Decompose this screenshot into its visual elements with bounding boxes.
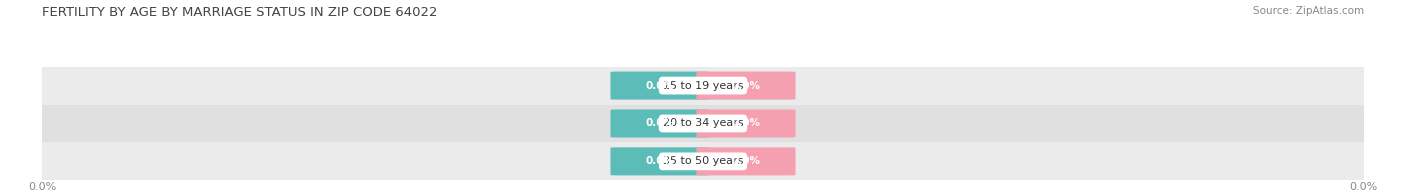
Text: 0.0%: 0.0% [731, 81, 761, 91]
FancyBboxPatch shape [610, 109, 710, 138]
Bar [42, 104, 1364, 142]
Bar [42, 67, 1364, 104]
Text: FERTILITY BY AGE BY MARRIAGE STATUS IN ZIP CODE 64022: FERTILITY BY AGE BY MARRIAGE STATUS IN Z… [42, 6, 437, 19]
Text: 20 to 34 years: 20 to 34 years [662, 118, 744, 129]
Text: 15 to 19 years: 15 to 19 years [662, 81, 744, 91]
Text: 0.0%: 0.0% [645, 118, 675, 129]
Text: 0.0%: 0.0% [645, 81, 675, 91]
Bar [42, 142, 1364, 180]
Text: Source: ZipAtlas.com: Source: ZipAtlas.com [1253, 6, 1364, 16]
FancyBboxPatch shape [610, 147, 710, 175]
Text: 0.0%: 0.0% [731, 118, 761, 129]
FancyBboxPatch shape [696, 147, 796, 175]
FancyBboxPatch shape [696, 109, 796, 138]
Text: 35 to 50 years: 35 to 50 years [662, 156, 744, 166]
Text: 0.0%: 0.0% [645, 156, 675, 166]
FancyBboxPatch shape [610, 72, 710, 100]
FancyBboxPatch shape [696, 72, 796, 100]
Text: 0.0%: 0.0% [731, 156, 761, 166]
